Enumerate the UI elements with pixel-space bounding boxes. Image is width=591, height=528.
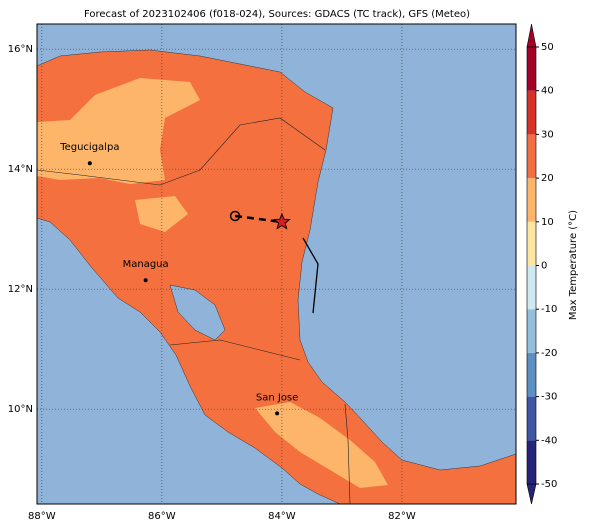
warm-zone (37, 78, 200, 184)
title: Forecast of 2023102406 (f018-024), Sourc… (84, 9, 470, 20)
warm-zone (135, 196, 188, 232)
x-tick-label: 88°W (28, 511, 56, 522)
x-tick-label: 82°W (388, 511, 416, 522)
city-label: San Jose (256, 392, 298, 403)
colorbar-bin (527, 440, 536, 484)
storm-position (273, 212, 291, 230)
y-tick-label: 16°N (8, 44, 33, 55)
border (37, 117, 351, 504)
overlay: Tegucigalpa Managua San Jose (59, 142, 298, 416)
colorbar-tick-label: -10 (541, 304, 557, 315)
map-area: Tegucigalpa Managua San Jose (37, 24, 516, 504)
y-tick-label: 10°N (8, 404, 33, 415)
colorbar-tick-label: 10 (541, 217, 554, 228)
city-label: Tegucigalpa (59, 142, 119, 153)
x-tick-label: 84°W (268, 511, 296, 522)
track-start (229, 210, 241, 222)
colorbar-tick-label: 30 (541, 129, 554, 140)
map-frame (36, 23, 517, 505)
colorbar-tick-label: -50 (541, 479, 557, 490)
lake (169, 284, 226, 341)
colorbar-tick-label: 0 (541, 261, 547, 272)
colorbar-bin (527, 178, 536, 222)
colorbar-label: Max Temperature (°C) (568, 210, 579, 320)
colorbar-bin (527, 309, 536, 353)
colorbar-bin (527, 90, 536, 135)
y-tick-label: 14°N (8, 164, 33, 175)
y-tick-label: 12°N (8, 284, 33, 295)
city-label: Managua (123, 259, 169, 270)
colorbar-tick-label: -30 (541, 392, 557, 403)
x-tick-label: 86°W (148, 511, 176, 522)
city-marker (87, 161, 92, 166)
grid (37, 24, 516, 504)
front-line (302, 237, 319, 314)
colorbar: -50 -40 -30 -20 -10 0 10 20 30 40 50 Max Temperatur… (526, 23, 579, 505)
city-marker (143, 278, 148, 283)
colorbar-tick-label: 40 (541, 86, 554, 97)
colorbar-bin (527, 221, 536, 266)
colorbar-extension (526, 483, 537, 505)
colorbar-tick-label: -20 (541, 348, 557, 359)
warm-zone (255, 402, 388, 488)
colorbar-bin (527, 352, 536, 397)
axes: 88°W 86°W 84°W 82°W 10°N 12°N 14°N 16°N (8, 44, 416, 522)
colorbar-bin (527, 265, 536, 310)
colorbar-bin (527, 47, 536, 91)
colorbar-bin (527, 396, 536, 441)
colorbar-bin (527, 134, 536, 179)
colorbar-tick-label: 20 (541, 173, 554, 184)
colorbar-extension (526, 23, 537, 48)
colorbar-tick-label: 50 (541, 42, 554, 53)
colorbar-tick-label: -40 (541, 435, 557, 446)
city-marker (275, 411, 280, 416)
track-line (234, 214, 283, 224)
